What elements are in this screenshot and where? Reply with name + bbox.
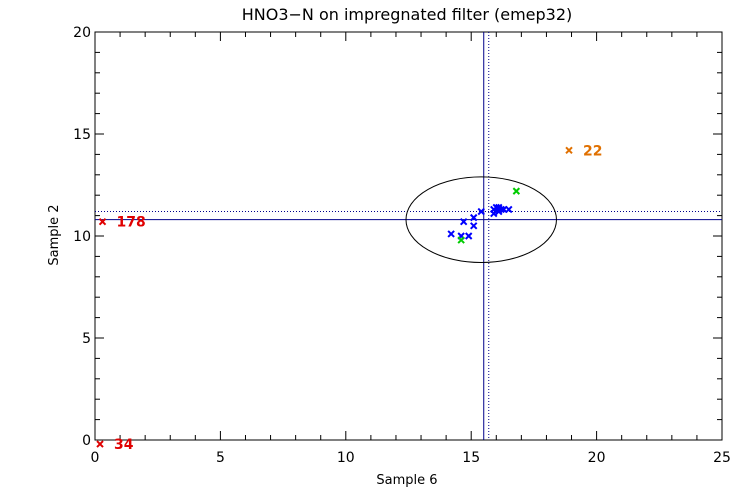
y-tick-label: 10 — [73, 229, 91, 245]
chart-title: HNO3−N on impregnated filter (emep32) — [242, 5, 573, 24]
confidence-ellipse — [405, 176, 557, 264]
data-point — [457, 236, 465, 244]
plot-frame — [94, 31, 723, 441]
data-point — [447, 230, 455, 238]
plot-area: 0 5 10 15 20 25 0 5 10 15 20 22 178 34 — [73, 25, 731, 466]
outlier-label: 34 — [114, 437, 134, 453]
data-point — [477, 207, 485, 216]
x-tick-label: 20 — [588, 450, 606, 466]
y-axis-label: Sample 2 — [47, 204, 62, 265]
x-tick-label: 0 — [91, 450, 100, 466]
x-tick-label: 10 — [337, 450, 355, 466]
data-point — [497, 205, 506, 214]
outlier-label: 22 — [583, 143, 602, 159]
outlier-label: 178 — [117, 215, 146, 231]
outlier-point — [96, 440, 104, 448]
outlier-point — [98, 218, 107, 226]
data-point — [470, 222, 478, 230]
data-point — [470, 213, 478, 222]
data-point — [459, 218, 468, 226]
data-point — [512, 187, 521, 195]
data-point — [490, 209, 498, 218]
y-tick-label: 5 — [82, 331, 91, 347]
x-tick-label: 25 — [713, 450, 731, 466]
data-point — [492, 203, 500, 212]
data-point — [505, 205, 513, 214]
y-tick-label: 15 — [73, 127, 91, 143]
y-tick-label: 20 — [73, 25, 91, 41]
outlier-point — [565, 146, 573, 155]
x-axis-label: Sample 6 — [376, 473, 437, 488]
y-tick-label: 0 — [82, 433, 91, 449]
x-tick-label: 5 — [216, 450, 225, 466]
data-point — [464, 232, 473, 240]
x-tick-label: 15 — [462, 450, 480, 466]
